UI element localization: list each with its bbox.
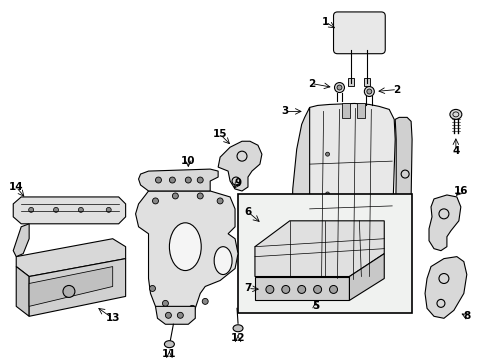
Circle shape: [313, 285, 321, 293]
Circle shape: [78, 207, 83, 212]
Text: 2: 2: [307, 78, 315, 89]
Polygon shape: [135, 191, 238, 314]
Text: 12: 12: [230, 333, 245, 343]
Text: 4: 4: [451, 146, 459, 156]
Circle shape: [106, 207, 111, 212]
Ellipse shape: [169, 223, 201, 271]
Text: 16: 16: [453, 186, 467, 196]
Circle shape: [63, 285, 75, 297]
Polygon shape: [138, 169, 218, 191]
Circle shape: [169, 177, 175, 183]
Ellipse shape: [334, 82, 344, 93]
Circle shape: [197, 177, 203, 183]
Bar: [357, 103, 365, 118]
Text: 3: 3: [281, 107, 288, 116]
Polygon shape: [16, 266, 29, 316]
Polygon shape: [218, 141, 262, 191]
Text: 7: 7: [244, 283, 251, 293]
Polygon shape: [254, 276, 349, 300]
Circle shape: [152, 198, 158, 204]
Circle shape: [297, 285, 305, 293]
Text: 6: 6: [244, 207, 251, 217]
Ellipse shape: [164, 341, 174, 348]
Circle shape: [281, 285, 289, 293]
Polygon shape: [29, 266, 112, 306]
Polygon shape: [254, 221, 384, 276]
Circle shape: [265, 285, 273, 293]
Bar: [364, 78, 369, 86]
Polygon shape: [428, 195, 460, 251]
Text: 14: 14: [9, 182, 23, 192]
Polygon shape: [349, 254, 384, 300]
Text: 10: 10: [181, 156, 195, 166]
Polygon shape: [16, 239, 125, 276]
Ellipse shape: [364, 86, 373, 96]
Text: 1: 1: [321, 17, 328, 27]
Circle shape: [53, 207, 59, 212]
Polygon shape: [291, 107, 309, 269]
Ellipse shape: [449, 109, 461, 120]
Polygon shape: [13, 224, 29, 257]
Circle shape: [29, 207, 34, 212]
Polygon shape: [424, 257, 466, 318]
Circle shape: [177, 312, 183, 318]
Circle shape: [172, 193, 178, 199]
FancyBboxPatch shape: [333, 12, 385, 54]
Text: 13: 13: [105, 313, 120, 323]
Text: 15: 15: [212, 129, 227, 139]
Bar: [342, 103, 350, 118]
Text: 9: 9: [234, 178, 241, 188]
Circle shape: [325, 152, 329, 156]
Circle shape: [162, 300, 168, 306]
Polygon shape: [155, 306, 195, 324]
Ellipse shape: [366, 89, 371, 94]
Text: 8: 8: [462, 311, 469, 321]
Circle shape: [149, 285, 155, 292]
Polygon shape: [392, 117, 411, 280]
Text: 5: 5: [311, 301, 319, 311]
Circle shape: [217, 198, 223, 204]
Circle shape: [155, 177, 161, 183]
Ellipse shape: [233, 325, 243, 332]
Circle shape: [197, 193, 203, 199]
Text: 2: 2: [393, 85, 400, 95]
Circle shape: [165, 312, 171, 318]
Bar: [238, 194, 411, 313]
Polygon shape: [13, 197, 125, 224]
Circle shape: [325, 192, 329, 196]
Text: 11: 11: [162, 349, 176, 359]
Ellipse shape: [336, 85, 341, 90]
Bar: [348, 78, 354, 86]
Circle shape: [189, 305, 195, 311]
Circle shape: [202, 298, 208, 304]
Circle shape: [329, 285, 337, 293]
Polygon shape: [306, 103, 394, 282]
Ellipse shape: [214, 247, 232, 275]
Circle shape: [185, 177, 191, 183]
Polygon shape: [29, 258, 125, 316]
